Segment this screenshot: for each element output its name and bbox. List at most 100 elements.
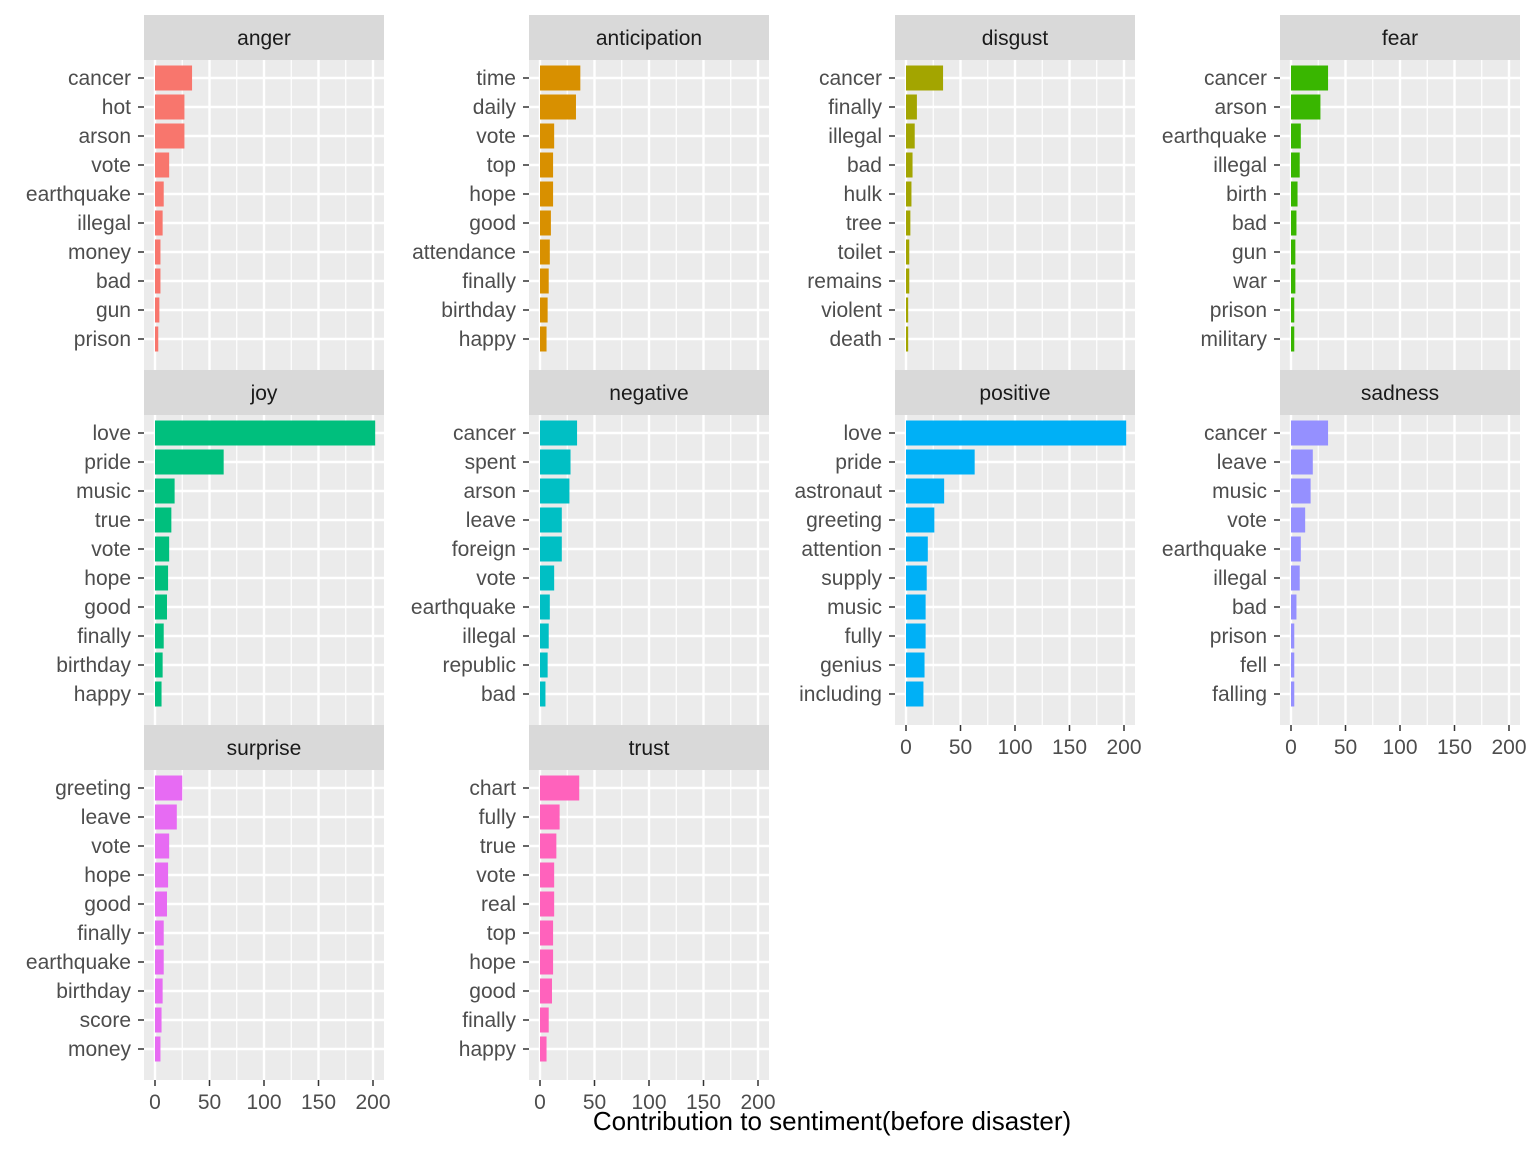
bar-score bbox=[155, 1007, 162, 1033]
y-tick-label: fully bbox=[845, 625, 883, 648]
bar-love bbox=[155, 420, 376, 446]
bar-arson bbox=[155, 123, 185, 149]
y-tick-label: bad bbox=[481, 683, 516, 706]
bar-genius bbox=[906, 652, 925, 678]
bar-illegal bbox=[1291, 152, 1300, 178]
bar-money bbox=[155, 239, 161, 265]
y-tick-label: good bbox=[469, 212, 516, 235]
bar-real bbox=[540, 891, 555, 917]
x-tick-label: 0 bbox=[534, 1091, 546, 1114]
strip-background bbox=[529, 15, 769, 60]
bar-happy bbox=[540, 1036, 547, 1062]
x-tick-label: 50 bbox=[198, 1091, 221, 1114]
bar-finally bbox=[540, 268, 549, 294]
y-tick-label: vote bbox=[91, 538, 131, 561]
y-tick-label: illegal bbox=[1213, 567, 1267, 590]
y-tick-label: good bbox=[469, 980, 516, 1003]
bar-vote bbox=[155, 536, 170, 562]
y-tick-label: daily bbox=[473, 96, 517, 119]
bar-earthquake bbox=[1291, 536, 1301, 562]
y-tick-label: illegal bbox=[462, 625, 516, 648]
y-tick-label: finally bbox=[77, 625, 131, 648]
bar-greeting bbox=[155, 775, 183, 801]
y-tick-label: hope bbox=[84, 864, 131, 887]
bar-hope bbox=[540, 949, 554, 975]
bar-republic bbox=[540, 652, 548, 678]
x-tick-label: 50 bbox=[583, 1091, 606, 1114]
y-tick-label: pride bbox=[84, 451, 131, 474]
bar-earthquake bbox=[540, 594, 550, 620]
y-tick-label: cancer bbox=[1204, 67, 1267, 90]
bar-including bbox=[906, 681, 924, 707]
y-tick-label: earthquake bbox=[411, 596, 516, 619]
bar-leave bbox=[155, 804, 177, 830]
y-tick-label: score bbox=[80, 1009, 131, 1032]
bar-war bbox=[1291, 268, 1296, 294]
y-tick-label: bad bbox=[1232, 596, 1267, 619]
bar-bad bbox=[540, 681, 546, 707]
bar-greeting bbox=[906, 507, 935, 533]
bar-birthday bbox=[155, 978, 163, 1004]
bar-bad bbox=[1291, 594, 1297, 620]
bar-chart bbox=[540, 775, 580, 801]
y-tick-label: finally bbox=[77, 922, 131, 945]
y-tick-label: vote bbox=[476, 864, 516, 887]
bar-cancer bbox=[1291, 65, 1329, 91]
y-tick-label: hot bbox=[102, 96, 131, 119]
y-tick-label: cancer bbox=[68, 67, 131, 90]
strip-title: joy bbox=[250, 382, 278, 405]
bar-arson bbox=[540, 478, 570, 504]
bar-birthday bbox=[155, 652, 163, 678]
strip-title: disgust bbox=[982, 27, 1049, 50]
bar-toilet bbox=[906, 239, 910, 265]
bar-hot bbox=[155, 94, 185, 120]
y-tick-label: top bbox=[487, 154, 516, 177]
bar-astronaut bbox=[906, 478, 945, 504]
bar-bad bbox=[906, 152, 913, 178]
bar-time bbox=[540, 65, 581, 91]
y-tick-label: fell bbox=[1240, 654, 1267, 677]
y-tick-label: illegal bbox=[828, 125, 882, 148]
y-tick-label: attendance bbox=[412, 241, 516, 264]
y-tick-label: bad bbox=[1232, 212, 1267, 235]
bar-illegal bbox=[906, 123, 915, 149]
bar-top bbox=[540, 152, 554, 178]
bar-leave bbox=[1291, 449, 1313, 475]
y-tick-label: earthquake bbox=[1162, 538, 1267, 561]
y-tick-label: supply bbox=[821, 567, 882, 590]
y-tick-label: finally bbox=[462, 270, 516, 293]
bar-illegal bbox=[155, 210, 163, 236]
panels-layer: anger cancer hot arson vote earthquake illegal… bbox=[26, 15, 1527, 1114]
strip-title: anger bbox=[237, 27, 291, 50]
y-tick-label: vote bbox=[91, 835, 131, 858]
bar-tree bbox=[906, 210, 911, 236]
bar-leave bbox=[540, 507, 562, 533]
x-tick-label: 200 bbox=[1106, 736, 1141, 759]
y-tick-label: vote bbox=[476, 567, 516, 590]
y-tick-label: good bbox=[84, 596, 131, 619]
y-tick-label: military bbox=[1201, 328, 1268, 351]
panel-anticipation: anticipation time daily vote top hope good atte… bbox=[412, 15, 769, 370]
bar-bad bbox=[1291, 210, 1297, 236]
y-tick-label: hope bbox=[84, 567, 131, 590]
y-tick-label: leave bbox=[466, 509, 516, 532]
bar-vote bbox=[540, 123, 555, 149]
x-tick-label: 100 bbox=[1382, 736, 1417, 759]
x-tick-label: 100 bbox=[631, 1091, 666, 1114]
y-tick-label: music bbox=[1212, 480, 1267, 503]
y-tick-label: happy bbox=[459, 328, 517, 351]
y-tick-label: time bbox=[476, 67, 516, 90]
y-tick-label: hope bbox=[469, 183, 516, 206]
strip-background bbox=[144, 15, 384, 60]
bar-earthquake bbox=[1291, 123, 1301, 149]
y-tick-label: death bbox=[829, 328, 882, 351]
x-tick-label: 0 bbox=[149, 1091, 161, 1114]
bar-illegal bbox=[1291, 565, 1300, 591]
bar-true bbox=[540, 833, 557, 859]
bar-good bbox=[540, 978, 552, 1004]
x-axis-title: Contribution to sentiment(before disaste… bbox=[593, 1106, 1071, 1136]
y-tick-label: birthday bbox=[56, 654, 131, 677]
y-tick-label: cancer bbox=[819, 67, 882, 90]
panel-fear: fear cancer arson earthquake illegal birth bad… bbox=[1162, 15, 1520, 370]
y-tick-label: prison bbox=[74, 328, 131, 351]
